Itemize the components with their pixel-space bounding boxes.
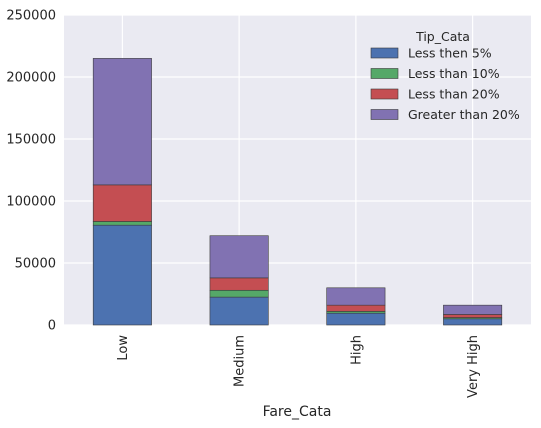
bar-segment xyxy=(92,58,152,186)
bar-segment xyxy=(92,224,152,326)
x-tick-labels: Low Medium High Very High xyxy=(116,335,481,398)
bar-segment xyxy=(443,314,503,318)
bar-segment xyxy=(209,277,269,291)
bar-segment xyxy=(209,289,269,298)
legend-swatch xyxy=(370,47,399,59)
legend-entry: Less then 5% xyxy=(408,46,492,61)
legend-swatch xyxy=(370,88,399,100)
y-tick-labels: 0 50000 100000 150000 200000 250000 xyxy=(6,9,56,334)
bar-segment xyxy=(443,304,503,315)
bar-segment xyxy=(326,304,386,312)
bar-segment xyxy=(326,312,386,326)
legend: Tip_Cata Less then 5% Less than 10% Less t… xyxy=(370,29,520,122)
y-tick-label: 100000 xyxy=(6,195,56,210)
x-tick-label: Low xyxy=(116,335,131,361)
x-tick-label: High xyxy=(349,335,364,365)
legend-title: Tip_Cata xyxy=(415,29,470,44)
y-tick-label: 150000 xyxy=(6,133,56,148)
bar-segment xyxy=(443,318,503,326)
legend-entry: Less than 10% xyxy=(408,66,500,81)
y-tick-label: 0 xyxy=(48,319,56,334)
y-tick-label: 50000 xyxy=(15,257,56,272)
x-tick-label: Medium xyxy=(233,335,248,387)
y-tick-label: 250000 xyxy=(6,9,56,24)
legend-swatch xyxy=(370,68,399,79)
legend-entry: Less than 20% xyxy=(408,87,500,102)
legend-swatch xyxy=(370,109,399,120)
bars xyxy=(92,58,503,326)
x-tick-label: Very High xyxy=(466,335,481,398)
bar-segment xyxy=(326,287,386,306)
bar-segment xyxy=(209,235,269,279)
x-axis-label: Fare_Cata xyxy=(263,404,332,420)
bar-segment xyxy=(92,221,152,226)
bar-segment xyxy=(92,184,152,222)
y-tick-label: 200000 xyxy=(6,71,56,86)
legend-entry: Greater than 20% xyxy=(408,107,520,122)
bar-segment xyxy=(209,296,269,326)
